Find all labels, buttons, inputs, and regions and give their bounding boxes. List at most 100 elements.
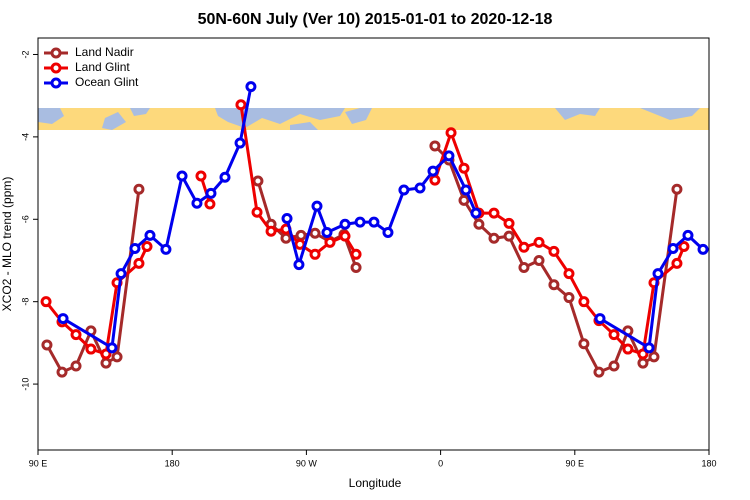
legend-marker <box>50 47 62 59</box>
point <box>671 183 683 195</box>
point <box>443 150 455 162</box>
point <box>503 230 515 242</box>
point <box>488 232 500 244</box>
point <box>85 343 97 355</box>
y-tick-label: -4 <box>20 133 30 141</box>
y-tick-label: -8 <box>20 298 30 306</box>
point <box>697 243 709 255</box>
point <box>414 182 426 194</box>
point <box>100 357 112 369</box>
point <box>671 257 683 269</box>
point <box>133 183 145 195</box>
point <box>111 351 123 363</box>
point <box>41 339 53 351</box>
x-tick-label: 90 E <box>29 458 48 468</box>
point <box>350 261 362 273</box>
point <box>578 338 590 350</box>
point <box>191 197 203 209</box>
point <box>667 243 679 255</box>
point <box>295 229 307 241</box>
chart-title: 50N-60N July (Ver 10) 2015-01-01 to 2020… <box>198 11 553 28</box>
point <box>643 342 655 354</box>
point <box>594 313 606 325</box>
x-tick-label: 90 W <box>296 458 318 468</box>
point <box>382 226 394 238</box>
point <box>637 357 649 369</box>
point <box>473 218 485 230</box>
point <box>339 218 351 230</box>
point <box>129 243 141 255</box>
y-tick-label: -10 <box>20 378 30 391</box>
point <box>115 268 127 280</box>
point <box>251 206 263 218</box>
point <box>503 217 515 229</box>
point <box>204 198 216 210</box>
point <box>141 240 153 252</box>
plot-frame <box>37 37 710 451</box>
point <box>578 296 590 308</box>
point <box>398 184 410 196</box>
point <box>458 194 470 206</box>
point <box>309 227 321 239</box>
point <box>445 127 457 139</box>
y-axis-label: XCO2 - MLO trend (ppm) <box>0 177 14 312</box>
legend-marker <box>50 62 62 74</box>
point <box>160 243 172 255</box>
point <box>608 360 620 372</box>
point <box>281 212 293 224</box>
point <box>70 329 82 341</box>
point <box>324 236 336 248</box>
point <box>57 313 69 325</box>
point <box>280 232 292 244</box>
point <box>252 175 264 187</box>
point <box>470 207 482 219</box>
point <box>563 292 575 304</box>
point <box>100 348 112 360</box>
point <box>235 99 247 111</box>
point <box>533 254 545 266</box>
point <box>176 170 188 182</box>
point <box>593 366 605 378</box>
point <box>368 216 380 228</box>
point <box>350 248 362 260</box>
point <box>354 216 366 228</box>
point <box>219 171 231 183</box>
point <box>70 360 82 372</box>
point <box>106 342 118 354</box>
point <box>518 241 530 253</box>
point <box>678 240 690 252</box>
point <box>56 366 68 378</box>
point <box>427 165 439 177</box>
point <box>429 174 441 186</box>
point <box>133 257 145 269</box>
point <box>429 140 441 152</box>
point <box>458 162 470 174</box>
y-tick-label: -2 <box>20 50 30 58</box>
point <box>682 229 694 241</box>
point <box>563 268 575 280</box>
point <box>245 81 257 93</box>
x-tick-label: 180 <box>701 458 716 468</box>
legend-label: Ocean Glint <box>75 75 139 89</box>
point <box>234 137 246 149</box>
point <box>637 348 649 360</box>
point <box>205 187 217 199</box>
point <box>548 245 560 257</box>
point <box>195 170 207 182</box>
map-strip <box>38 108 709 130</box>
point <box>533 236 545 248</box>
point <box>648 351 660 363</box>
point <box>622 343 634 355</box>
point <box>40 296 52 308</box>
point <box>339 230 351 242</box>
point <box>309 248 321 260</box>
point <box>548 279 560 291</box>
point <box>321 226 333 238</box>
legend-label: Land Nadir <box>75 45 134 59</box>
point <box>460 184 472 196</box>
x-axis-label: Longitude <box>349 476 402 490</box>
point <box>144 229 156 241</box>
point <box>652 268 664 280</box>
x-tick-label: 90 E <box>566 458 585 468</box>
